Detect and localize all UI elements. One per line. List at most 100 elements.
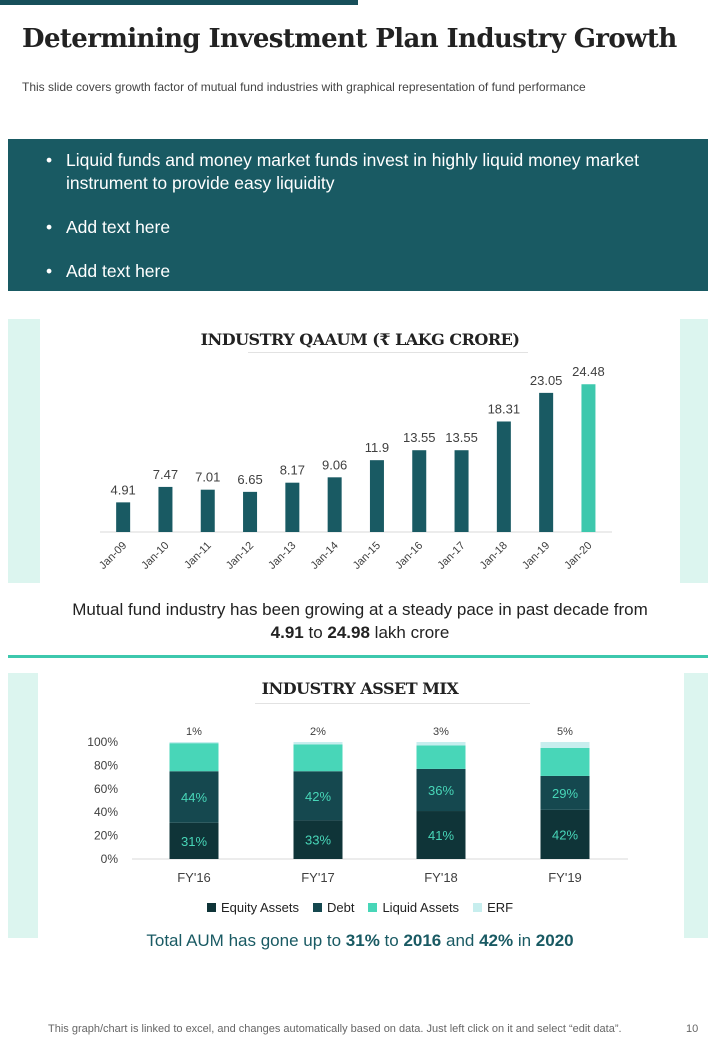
qaaum-bar-label: 9.06 xyxy=(322,457,347,472)
page-number: 10 xyxy=(686,1023,699,1035)
caption1-mid: to xyxy=(303,623,328,642)
qaaum-bar-label: 6.65 xyxy=(237,472,262,487)
legend-item-liquid: Liquid Assets xyxy=(368,900,459,915)
asset-mix-label: 41% xyxy=(428,828,454,843)
qaaum-x-tick: Jan-12 xyxy=(224,540,256,572)
qaaum-bar-label: 13.55 xyxy=(403,430,436,445)
qaaum-bar xyxy=(116,502,131,532)
qaaum-bar xyxy=(285,482,300,532)
caption2-value-2: 42% xyxy=(479,931,514,950)
side-panel-left-top xyxy=(8,319,40,583)
qaaum-bar-label: 18.31 xyxy=(488,401,521,416)
asset-mix-segment xyxy=(540,775,590,810)
qaaum-bar-chart: 4.91 Jan-09 7.47 Jan-10 7.01 Jan-11 6.65 Jan-12… xyxy=(97,364,612,572)
asset-mix-segment xyxy=(293,742,343,745)
qaaum-x-tick: Jan-19 xyxy=(520,540,552,572)
qaaum-bar-label: 4.91 xyxy=(110,482,135,497)
asset-mix-y-tick: 80% xyxy=(94,758,118,772)
qaaum-bar xyxy=(243,491,258,532)
asset-mix-segment xyxy=(293,820,343,859)
side-panel-left-bottom xyxy=(8,673,38,938)
caption1-post: lakh crore xyxy=(369,623,450,642)
asset-mix-label: 31% xyxy=(181,834,207,849)
caption1-pre: Mutual fund industry has been growing at… xyxy=(72,600,648,619)
asset-mix-label: 42% xyxy=(552,827,578,842)
legend-swatch-erf xyxy=(473,903,483,912)
page-title: Determining Investment Plan Industry Gro… xyxy=(22,24,677,54)
asset-mix-segment xyxy=(540,742,590,748)
page-subtitle: This slide covers growth factor of mutua… xyxy=(22,80,586,94)
bullet-item: Add text here xyxy=(46,260,678,283)
asset-mix-label: 33% xyxy=(305,833,331,848)
asset-mix-label: 5% xyxy=(557,726,573,738)
qaaum-caption: Mutual fund industry has been growing at… xyxy=(60,598,660,644)
asset-mix-legend: Equity Assets Debt Liquid Assets ERF xyxy=(200,900,520,915)
legend-swatch-debt xyxy=(312,903,322,912)
chart1-title: INDUSTRY QAAUM (₹ LAKG CRORE) xyxy=(200,330,520,349)
asset-mix-segment xyxy=(169,822,219,859)
asset-mix-segment xyxy=(169,743,219,772)
asset-mix-x-tick: FY'16 xyxy=(177,870,211,885)
asset-mix-label: 29% xyxy=(552,786,578,801)
asset-mix-segment xyxy=(169,771,219,823)
legend-item-debt: Debt xyxy=(312,900,354,915)
bullet-item: Liquid funds and money market funds inve… xyxy=(46,149,678,195)
top-accent-bar xyxy=(0,0,358,5)
asset-mix-label: 3% xyxy=(433,726,449,738)
asset-mix-x-tick: FY'18 xyxy=(424,870,458,885)
caption2-mid1: to xyxy=(379,931,404,950)
asset-mix-segment xyxy=(416,811,466,859)
legend-swatch-liquid xyxy=(368,903,378,912)
qaaum-bar xyxy=(158,486,173,532)
chart2-title-underline xyxy=(255,703,530,704)
asset-mix-label: 1% xyxy=(186,726,202,738)
qaaum-bar xyxy=(539,392,554,532)
qaaum-x-tick: Jan-11 xyxy=(182,540,214,572)
qaaum-bar-label: 23.05 xyxy=(530,373,563,388)
asset-mix-segment xyxy=(416,742,466,746)
qaaum-x-tick: Jan-14 xyxy=(308,540,340,572)
aum-caption: Total AUM has gone up to 31% to 2016 and… xyxy=(60,931,660,951)
caption2-year-1: 2016 xyxy=(403,931,442,950)
legend-label-erf: ERF xyxy=(487,900,514,915)
chart2-title: INDUSTRY ASSET MIX xyxy=(261,679,459,698)
qaaum-x-tick: Jan-13 xyxy=(266,540,298,572)
qaaum-bar-label: 13.55 xyxy=(445,430,478,445)
qaaum-bar xyxy=(200,489,215,532)
legend-item-erf: ERF xyxy=(473,900,513,915)
asset-mix-segment xyxy=(540,809,590,859)
chart1-title-underline xyxy=(248,352,528,353)
qaaum-bar-label: 11.9 xyxy=(365,440,389,455)
footer-note: This graph/chart is linked to excel, and… xyxy=(48,1023,622,1035)
bullet-panel: Liquid funds and money market funds inve… xyxy=(8,139,708,291)
asset-mix-label: 44% xyxy=(181,790,207,805)
asset-mix-stacked-chart: 0% 20% 40% 60% 80% 100% 31% 44% 1% FY'16 33% 42% 2% F… xyxy=(87,726,628,885)
asset-mix-label: 36% xyxy=(428,783,454,798)
asset-mix-segment xyxy=(416,745,466,769)
asset-mix-segment xyxy=(540,747,590,776)
qaaum-x-tick: Jan-17 xyxy=(435,540,467,572)
asset-mix-y-tick: 100% xyxy=(87,735,118,749)
qaaum-bar xyxy=(496,421,511,532)
qaaum-x-tick: Jan-16 xyxy=(393,540,425,572)
qaaum-bar-label: 8.17 xyxy=(280,463,305,478)
asset-mix-y-tick: 40% xyxy=(94,805,118,819)
caption2-value-1: 31% xyxy=(345,931,380,950)
qaaum-bar-label: 7.01 xyxy=(195,470,220,485)
qaaum-x-tick: Jan-18 xyxy=(478,540,510,572)
asset-mix-x-tick: FY'19 xyxy=(548,870,582,885)
asset-mix-y-tick: 60% xyxy=(94,782,118,796)
asset-mix-label: 42% xyxy=(305,789,331,804)
caption2-mid3: in xyxy=(513,931,536,950)
qaaum-bar xyxy=(581,384,596,532)
qaaum-bar xyxy=(327,477,342,532)
qaaum-x-tick: Jan-20 xyxy=(562,540,594,572)
caption1-end-value: 24.98 xyxy=(327,623,370,642)
asset-mix-y-tick: 0% xyxy=(101,852,119,866)
asset-mix-y-tick: 20% xyxy=(94,829,118,843)
asset-mix-segment xyxy=(293,744,343,772)
legend-item-equity: Equity Assets xyxy=(206,900,299,915)
section-divider xyxy=(8,655,708,658)
qaaum-bar xyxy=(369,460,384,532)
caption1-start-value: 4.91 xyxy=(270,623,304,642)
